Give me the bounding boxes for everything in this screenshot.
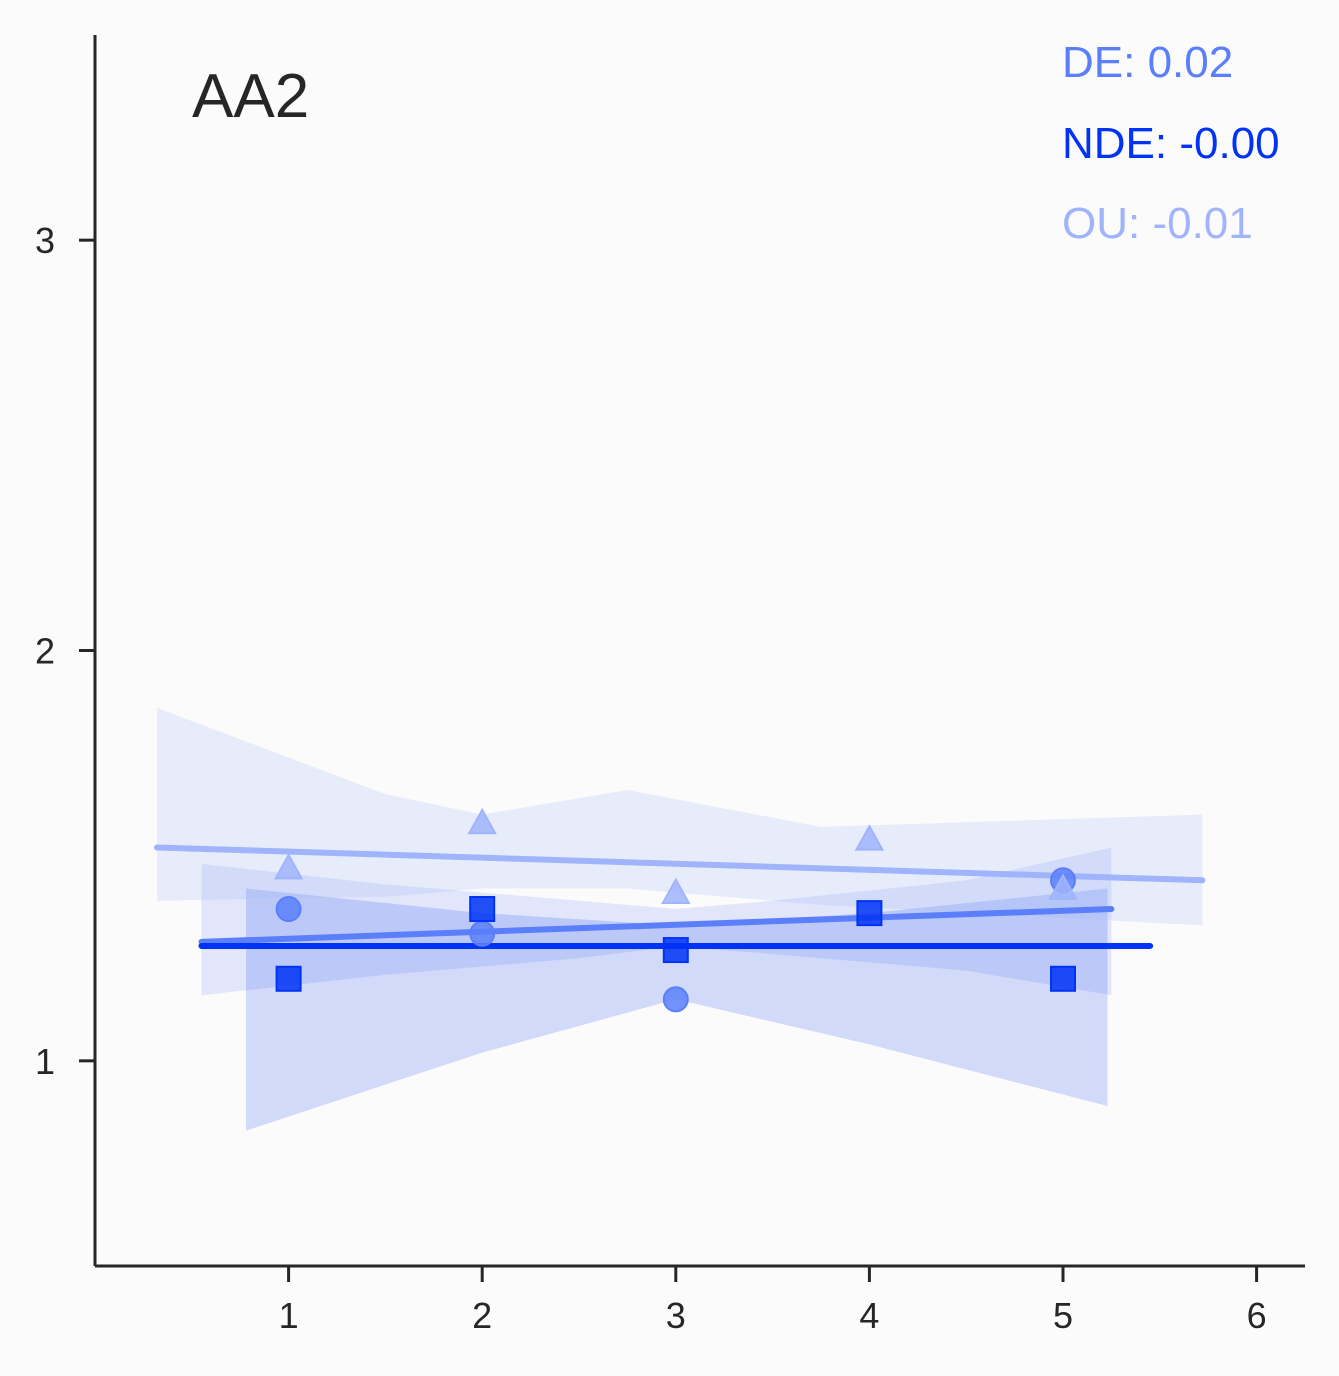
x-tick-label-2: 2: [472, 1295, 492, 1336]
circle-point-1: [275, 896, 302, 923]
circle-series-confidence-band: [201, 847, 1112, 996]
circle-point-2: [469, 920, 496, 947]
confidence-bands: [157, 707, 1203, 1131]
stat-annotations: DE: 0.02 NDE: -0.00 OU: -0.01: [1062, 38, 1280, 248]
x-tick-label-5: 5: [1053, 1295, 1073, 1336]
triangle-point-4: [854, 824, 885, 851]
x-tick-label-1: 1: [279, 1295, 299, 1336]
x-tick-label-6: 6: [1247, 1295, 1267, 1336]
square-point-3: [662, 937, 689, 964]
annotation-nde: NDE: -0.00: [1062, 119, 1280, 168]
axes: 1 2 3 4 5 6 1 2 3: [35, 35, 1305, 1336]
square-point-2: [469, 896, 496, 923]
x-tick-label-3: 3: [666, 1295, 686, 1336]
square-point-4: [856, 900, 883, 927]
y-axis-ticks: 1 2 3: [35, 220, 95, 1082]
panel-title: AA2: [192, 62, 309, 131]
triangle-point-5: [1048, 873, 1078, 900]
y-tick-label-2: 2: [35, 631, 55, 672]
triangle-series-regression-line: [153, 844, 1206, 884]
x-axis-ticks: 1 2 3 4 5 6: [279, 1266, 1267, 1336]
circle-series-regression-line: [198, 906, 1115, 945]
square-point-1: [275, 965, 302, 992]
x-tick-label-4: 4: [859, 1295, 879, 1336]
data-points: [273, 807, 1078, 1013]
triangle-point-2: [467, 807, 497, 835]
annotation-ou: OU: -0.01: [1062, 199, 1253, 248]
annotation-de: DE: 0.02: [1062, 38, 1233, 87]
triangle-point-3: [661, 877, 691, 904]
circle-point-3: [662, 986, 689, 1013]
triangle-point-1: [273, 852, 304, 880]
square-point-5: [1050, 965, 1076, 992]
y-tick-label-1: 1: [35, 1041, 55, 1082]
square-series-confidence-band: [246, 888, 1108, 1131]
y-tick-label-3: 3: [35, 220, 55, 261]
